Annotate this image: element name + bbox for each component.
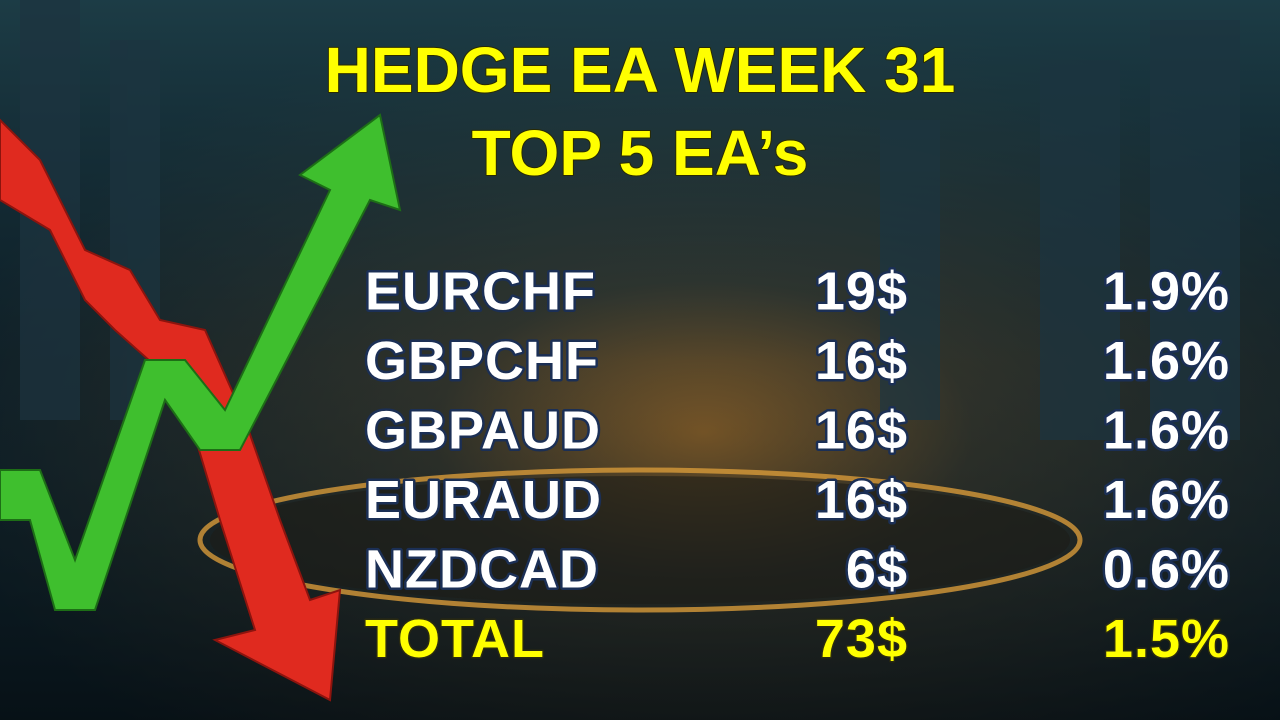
percent-cell: 0.6% bbox=[1103, 539, 1230, 599]
total-pair: TOTAL bbox=[365, 609, 545, 669]
percent-cell: 1.6% bbox=[1103, 400, 1230, 460]
pair-cell: GBPCHF bbox=[365, 331, 599, 391]
pair-cell: EURCHF bbox=[365, 261, 596, 321]
platform-ring bbox=[197, 467, 1083, 613]
profit-cell: 6$ bbox=[846, 539, 908, 599]
title-line: TOP 5 EA’s bbox=[472, 117, 809, 189]
platform bbox=[210, 476, 1070, 604]
green-arrow bbox=[0, 113, 402, 611]
total-profit: 73$ bbox=[815, 609, 908, 669]
results-table: EURCHF 19$ 1.9% GBPCHF 16$ 1.6% GBPAUD 16$ 1.6% E… bbox=[363, 259, 1232, 671]
percent-cell: 1.6% bbox=[1103, 331, 1230, 391]
pair-cell: EURAUD bbox=[365, 470, 602, 530]
title-line: HEDGE EA WEEK 31 bbox=[325, 34, 956, 106]
profit-cell: 16$ bbox=[815, 470, 908, 530]
pair-cell: GBPAUD bbox=[365, 400, 601, 460]
percent-cell: 1.9% bbox=[1103, 261, 1230, 321]
profit-cell: 16$ bbox=[815, 331, 908, 391]
pair-cell: NZDCAD bbox=[365, 539, 599, 599]
red-arrow bbox=[0, 118, 342, 702]
percent-cell: 1.6% bbox=[1103, 470, 1230, 530]
profit-cell: 19$ bbox=[815, 261, 908, 321]
buildings bbox=[20, 0, 1240, 440]
total-percent: 1.5% bbox=[1103, 609, 1230, 669]
profit-cell: 16$ bbox=[815, 400, 908, 460]
